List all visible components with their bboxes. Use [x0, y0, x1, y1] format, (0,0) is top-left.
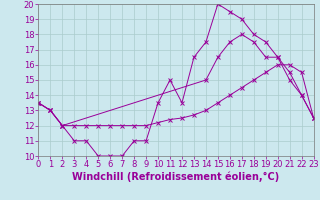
X-axis label: Windchill (Refroidissement éolien,°C): Windchill (Refroidissement éolien,°C)	[72, 172, 280, 182]
